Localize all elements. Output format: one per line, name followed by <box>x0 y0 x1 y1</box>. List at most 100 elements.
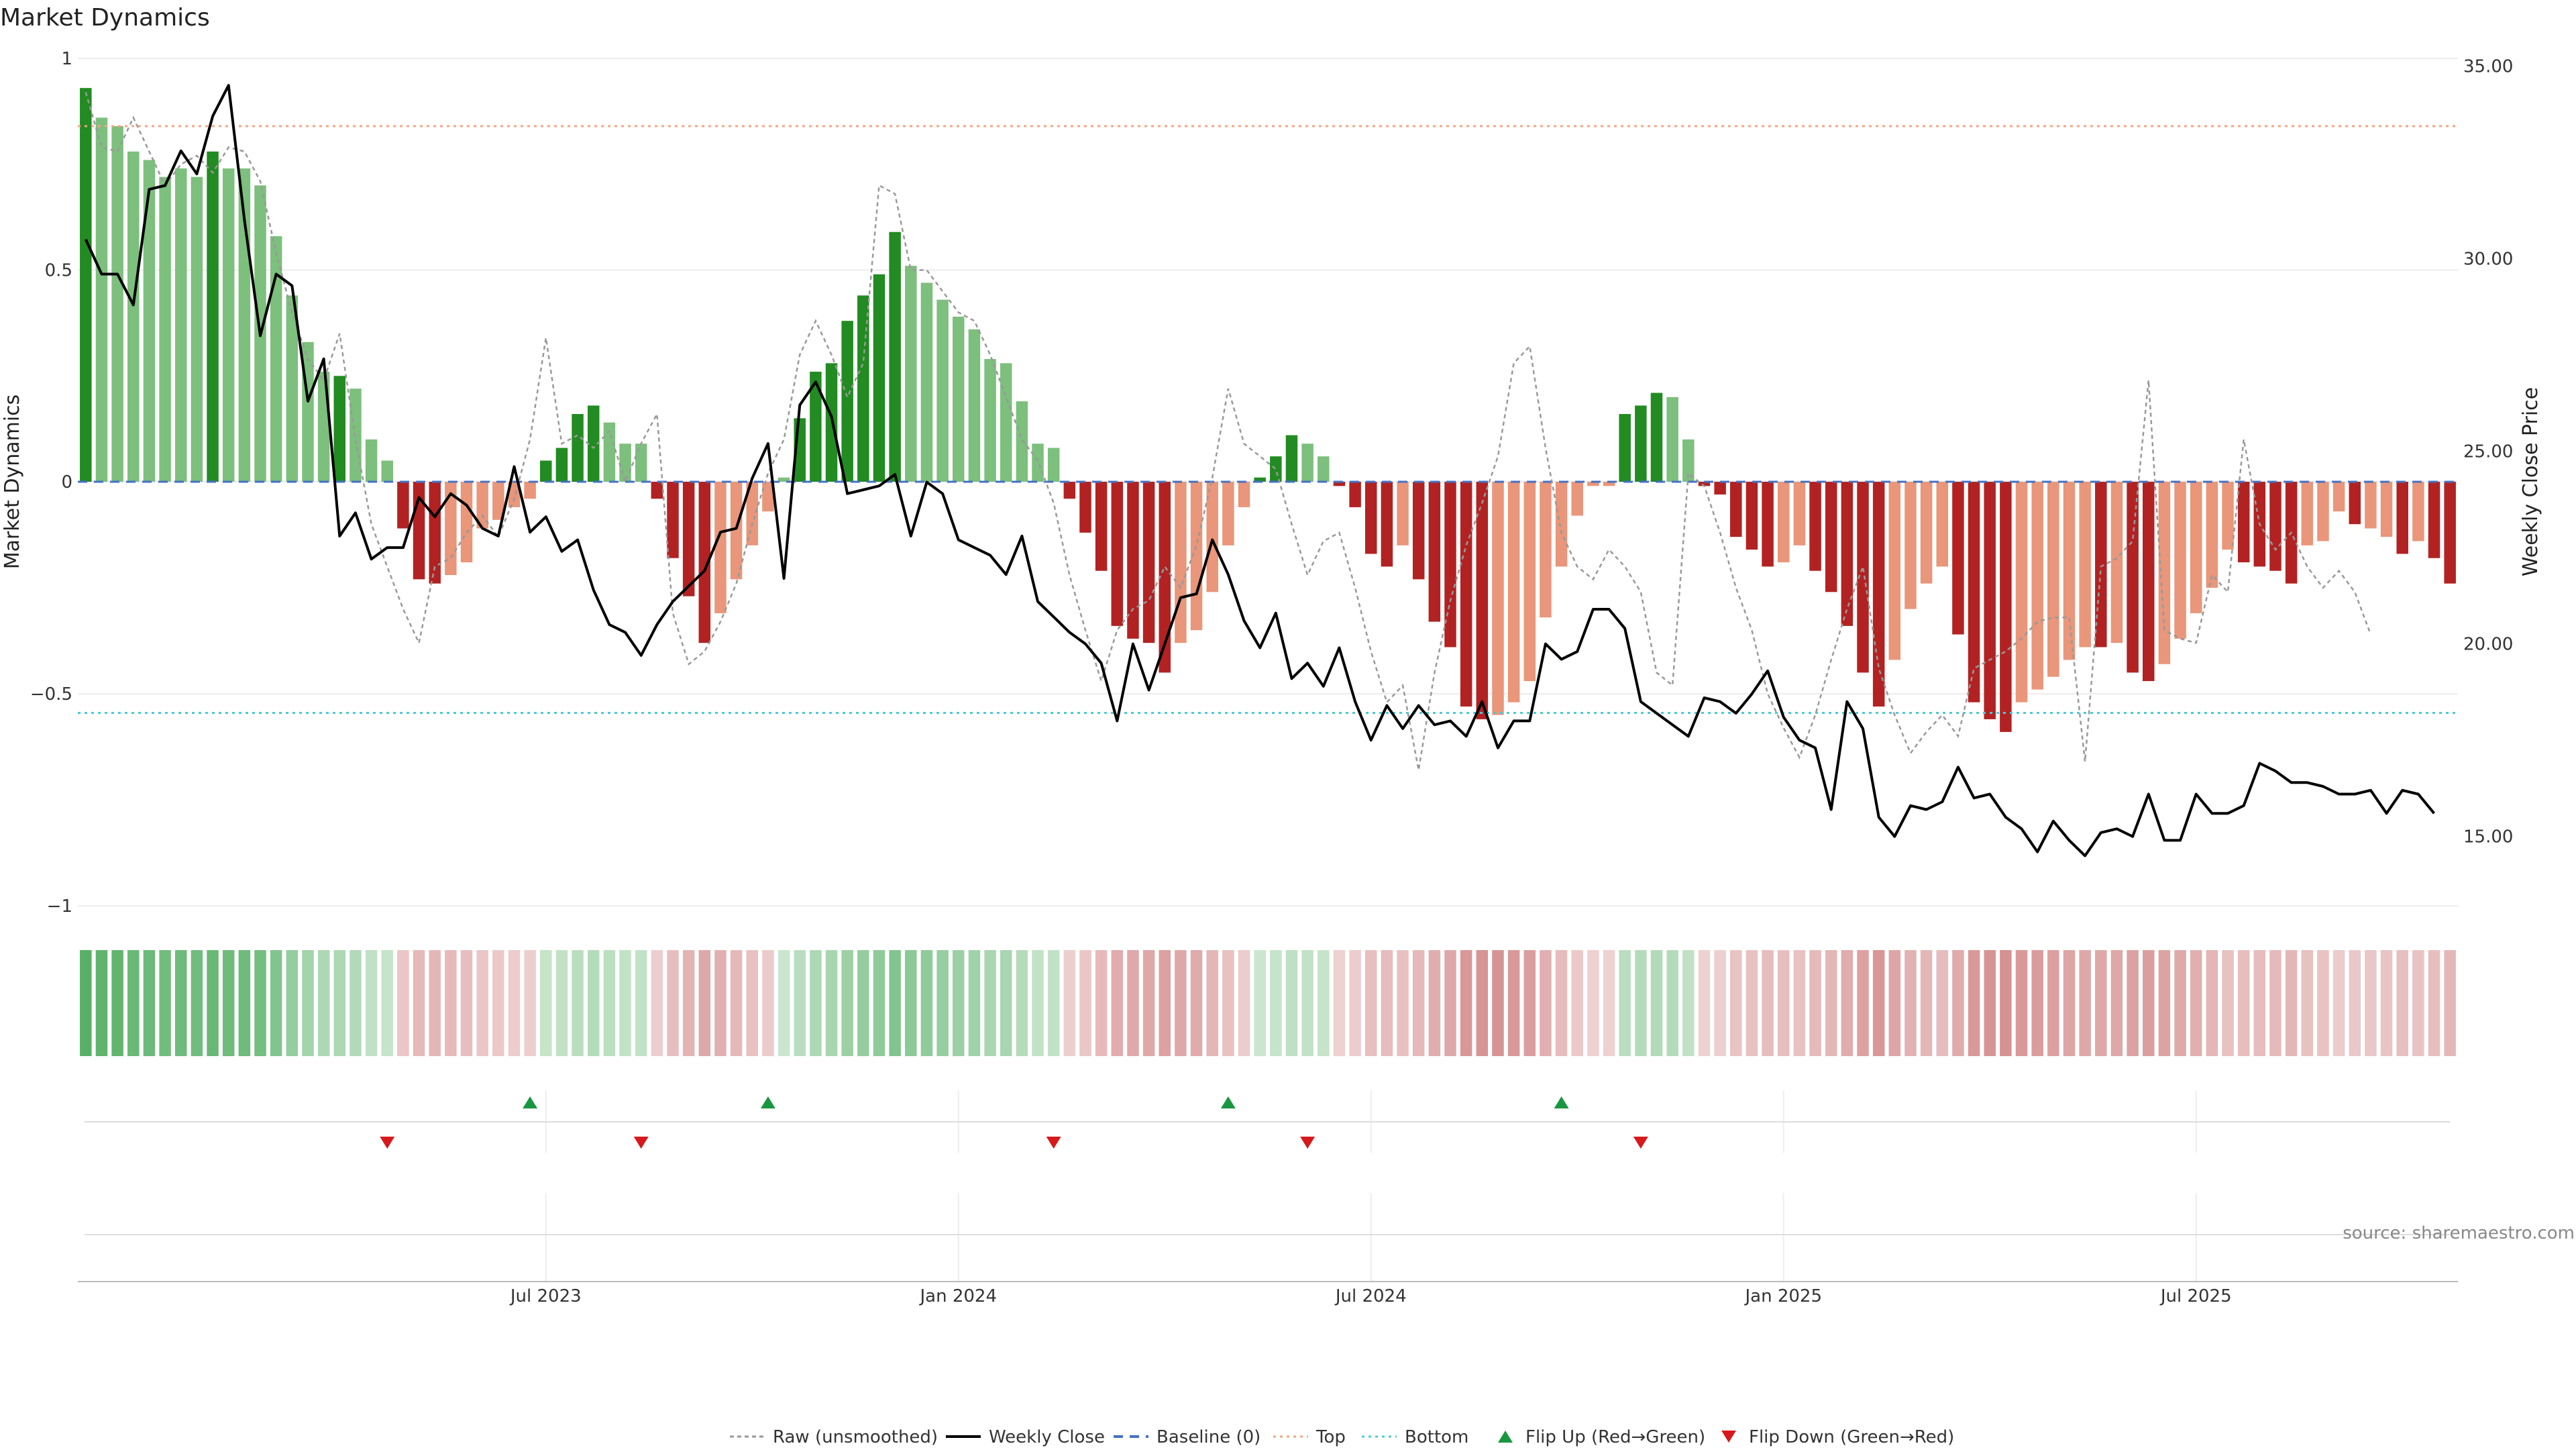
heat-strip-cell <box>1857 950 1869 1056</box>
dynamics-bar <box>1730 482 1742 537</box>
heat-strip-cell <box>889 950 901 1056</box>
heat-strip-cell <box>1428 950 1441 1056</box>
dynamics-bar <box>1682 439 1695 482</box>
dynamics-bar <box>968 329 981 482</box>
heat-strip-cell <box>1301 950 1313 1056</box>
dynamics-bar <box>2237 482 2250 563</box>
dynamics-bar <box>667 482 679 558</box>
heat-strip-cell <box>873 950 885 1056</box>
flip-down-marker <box>380 1137 395 1149</box>
heat-strip-cell <box>1000 950 1012 1056</box>
flip-down-marker <box>1046 1137 1061 1149</box>
flip-up-marker <box>1554 1096 1569 1108</box>
heat-strip-cell <box>1872 950 1885 1056</box>
heat-strip-cell <box>333 950 346 1056</box>
dynamics-bar <box>920 282 933 482</box>
heat-strip-cell <box>1079 950 1091 1056</box>
legend-swatch-flip-up <box>1498 1431 1513 1443</box>
dynamics-bar <box>1540 482 1552 618</box>
dynamics-bar <box>1142 482 1155 643</box>
heat-strip-cell <box>1270 950 1282 1056</box>
heat-strip-cell <box>1032 950 1044 1056</box>
dynamics-bar <box>95 117 108 482</box>
heat-strip-cell <box>2428 950 2440 1056</box>
dynamics-bar <box>603 422 616 482</box>
dynamics-bar <box>1746 482 1758 550</box>
heat-strip-cell <box>1095 950 1108 1056</box>
heat-strip-cell <box>1603 950 1615 1056</box>
dynamics-bar <box>1111 482 1124 626</box>
heat-strip-cell <box>1619 950 1631 1056</box>
dynamics-bar <box>317 371 330 482</box>
dynamics-bar <box>1650 393 1663 482</box>
heat-strip-cell <box>1285 950 1298 1056</box>
dynamics-bar <box>587 405 600 482</box>
dynamics-bar <box>397 482 409 529</box>
dynamics-bar <box>2174 482 2186 639</box>
dynamics-bar <box>2063 482 2076 660</box>
heat-strip-cell <box>746 950 759 1056</box>
x-tick-label: Jul 2023 <box>509 1286 582 1306</box>
dynamics-bar <box>1968 482 1980 703</box>
heat-strip-cell <box>730 950 743 1056</box>
dynamics-bar <box>1872 482 1885 707</box>
flip-up-marker <box>523 1096 538 1108</box>
heat-strip-cell <box>95 950 108 1056</box>
y-tick-label-right: 20.00 <box>2463 635 2513 655</box>
heat-strip-cell <box>2174 950 2186 1056</box>
dynamics-bar <box>492 482 504 520</box>
dynamics-bar <box>2015 482 2028 703</box>
legend-label: Flip Up (Red→Green) <box>1525 1427 1705 1447</box>
heat-strip-cell <box>365 950 378 1056</box>
heat-strip-cell <box>1746 950 1758 1056</box>
dynamics-bar <box>1254 477 1266 482</box>
y-tick-label-right: 30.00 <box>2463 250 2513 270</box>
heat-strip-cell <box>1238 950 1250 1056</box>
heat-strip-cell <box>1968 950 1980 1056</box>
heat-strip-cell <box>810 950 822 1056</box>
dynamics-bar <box>2428 482 2440 558</box>
heat-strip-cell <box>619 950 631 1056</box>
grid-lines <box>78 58 2458 906</box>
dynamics-bar <box>1857 482 1869 673</box>
heat-strip-cell <box>1920 950 1933 1056</box>
heat-strip-cell <box>1825 950 1837 1056</box>
dynamics-bar <box>2444 482 2456 584</box>
dynamics-bar <box>2222 482 2234 550</box>
heat-strip-cell <box>1507 950 1520 1056</box>
heat-strip-cell <box>841 950 853 1056</box>
y-axis-label-left: Market Dynamics <box>1 395 24 570</box>
heat-strip-cell <box>1555 950 1568 1056</box>
heat-strip-cell <box>1682 950 1695 1056</box>
heat-strip-cell <box>1254 950 1266 1056</box>
dynamics-bar <box>1571 482 1583 516</box>
heat-strip-cell <box>698 950 711 1056</box>
dynamics-bar <box>953 316 965 482</box>
dynamics-bar <box>2000 482 2012 732</box>
dynamics-bar <box>222 168 235 482</box>
dynamics-bar <box>635 444 647 482</box>
heat-strip-cell <box>2285 950 2298 1056</box>
dynamics-bar <box>1793 482 1806 546</box>
dynamics-bar <box>2365 482 2377 529</box>
dynamics-bar <box>1476 482 1489 719</box>
dynamics-bar <box>1238 482 1250 507</box>
dynamics-bar <box>746 482 759 546</box>
heat-strip-cell <box>2380 950 2393 1056</box>
dynamics-bar <box>1841 482 1854 626</box>
axes: 1 0.5 0 −0.5 −1 35.00 30.00 25.00 20.00 15.00 Jul … <box>30 49 2514 1306</box>
dynamics-bar <box>1587 482 1599 486</box>
dynamics-bar <box>111 125 123 482</box>
heat-strip-cell <box>350 950 362 1056</box>
heat-strip-cell <box>508 950 521 1056</box>
dynamics-bar <box>1825 482 1837 592</box>
dynamics-bar <box>936 299 949 482</box>
dynamics-bar <box>1159 482 1171 673</box>
dynamics-bar <box>476 482 488 529</box>
dynamics-bar <box>555 448 568 482</box>
heat-strip-cell <box>1381 950 1393 1056</box>
heat-strip-cell <box>1698 950 1711 1056</box>
heat-strip-cell <box>80 950 92 1056</box>
heat-strip-cell <box>2110 950 2123 1056</box>
